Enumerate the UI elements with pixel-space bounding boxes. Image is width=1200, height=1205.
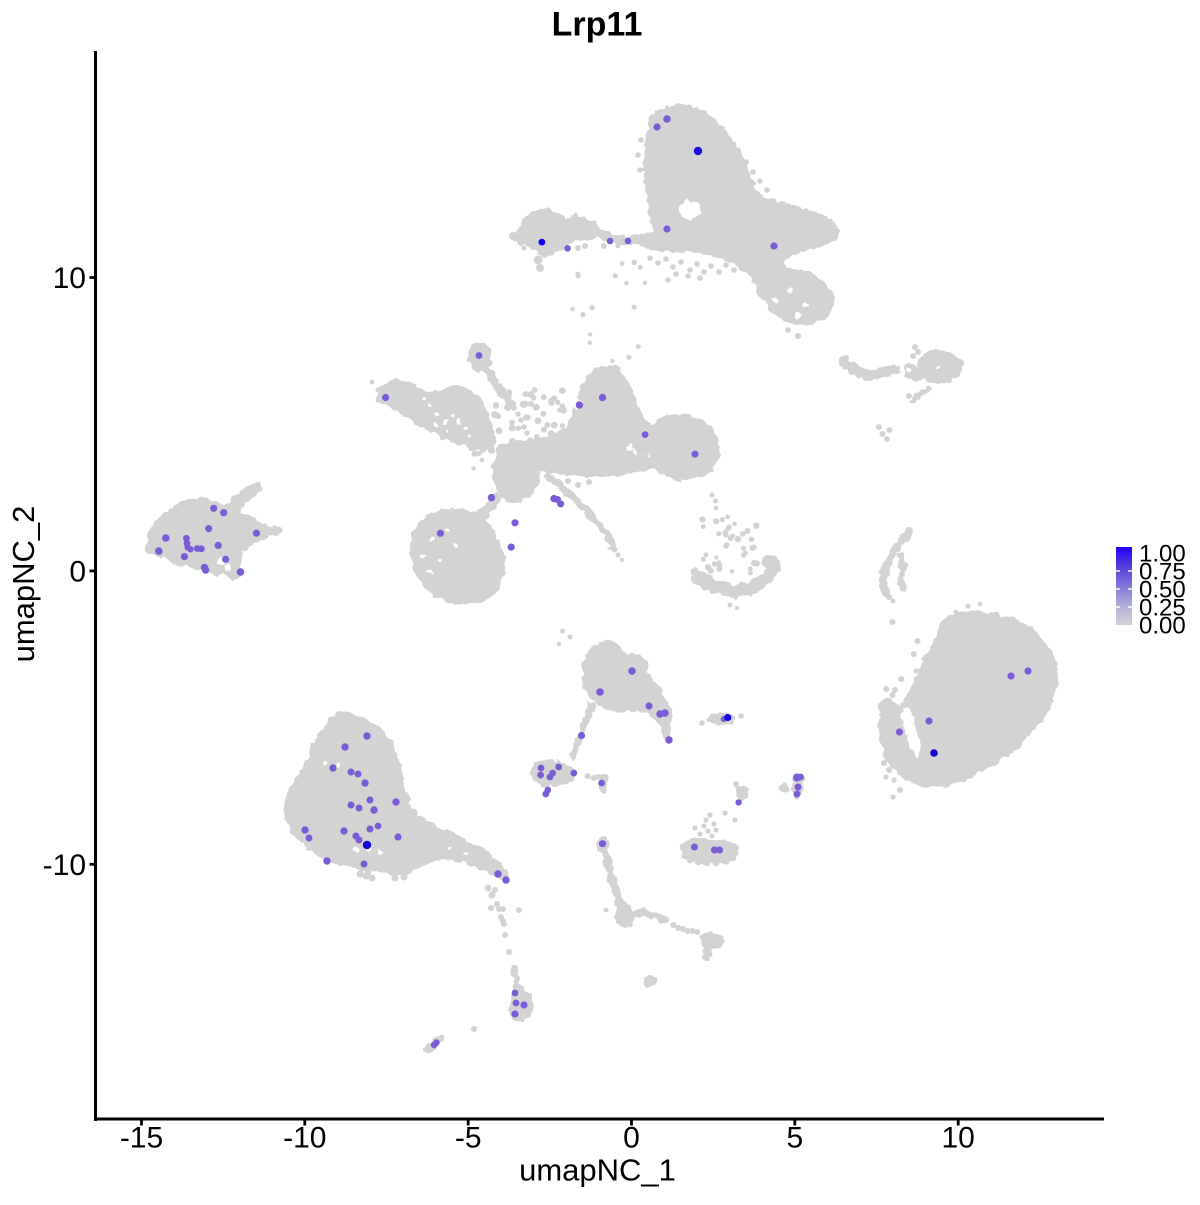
svg-text:10: 10 [53, 262, 86, 295]
svg-text:10: 10 [942, 1122, 975, 1155]
svg-text:-10: -10 [283, 1122, 326, 1155]
svg-text:0.25: 0.25 [1139, 595, 1186, 622]
svg-text:0.00: 0.00 [1139, 613, 1186, 640]
svg-text:-10: -10 [43, 849, 86, 882]
svg-text:0.50: 0.50 [1139, 577, 1186, 604]
svg-text:umapNC_2: umapNC_2 [6, 506, 41, 663]
svg-text:-15: -15 [120, 1122, 163, 1155]
svg-text:0.75: 0.75 [1139, 559, 1186, 586]
svg-text:5: 5 [786, 1122, 803, 1155]
svg-text:-5: -5 [455, 1122, 482, 1155]
svg-text:0: 0 [69, 555, 86, 588]
svg-text:Lrp11: Lrp11 [552, 6, 643, 44]
svg-text:1.00: 1.00 [1139, 541, 1186, 568]
svg-text:umapNC_1: umapNC_1 [519, 1153, 676, 1188]
svg-text:0: 0 [623, 1122, 640, 1155]
